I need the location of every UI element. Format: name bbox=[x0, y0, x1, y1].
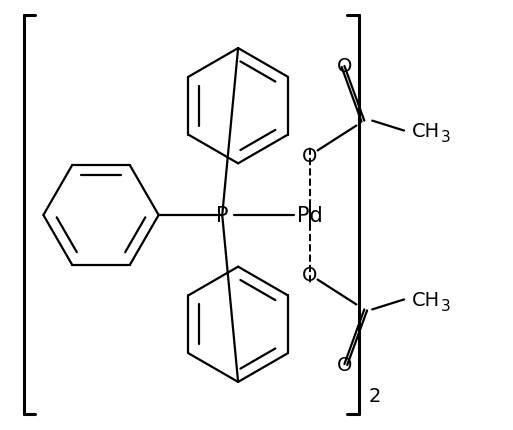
Text: 2: 2 bbox=[369, 387, 382, 405]
Text: 3: 3 bbox=[441, 298, 450, 313]
Text: Pd: Pd bbox=[297, 206, 323, 225]
Text: CH: CH bbox=[412, 290, 440, 309]
Text: CH: CH bbox=[412, 122, 440, 141]
Text: 3: 3 bbox=[441, 130, 450, 144]
Text: O: O bbox=[337, 355, 352, 374]
Text: P: P bbox=[216, 206, 228, 225]
Text: O: O bbox=[302, 147, 318, 166]
Text: O: O bbox=[302, 265, 318, 285]
Text: O: O bbox=[337, 57, 352, 76]
